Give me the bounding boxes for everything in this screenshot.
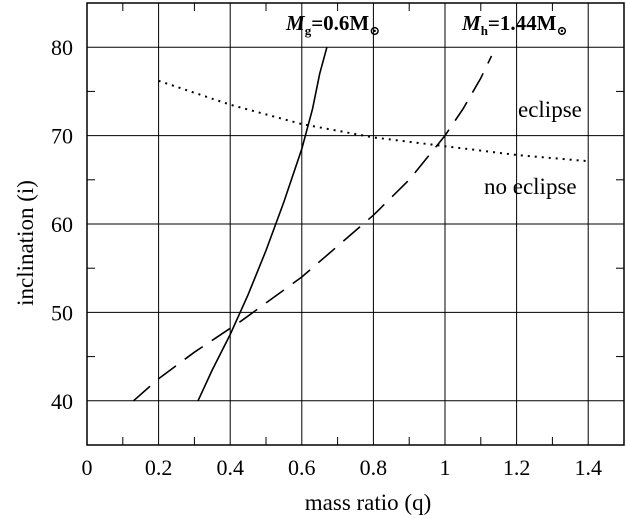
x-tick-label: 0.8 — [360, 455, 388, 480]
annotation-mg-value: =0.6M — [311, 11, 369, 35]
annotation-mg: Mg=0.6M⊙ — [285, 11, 380, 38]
plot-frame — [86, 2, 625, 446]
x-tick-label: 0 — [82, 455, 93, 480]
annotation-mg-symbol: ⊙ — [369, 23, 380, 38]
annotation-mh-value: =1.44M — [488, 11, 557, 35]
annotation-mg-prefix: M — [285, 11, 306, 35]
grid-lines — [86, 3, 624, 445]
y-tick-label: 40 — [51, 389, 73, 414]
annotation-mg-sub: g — [305, 23, 312, 38]
annotation-mh: Mh=1.44M⊙ — [461, 11, 567, 38]
x-tick-label: 0.2 — [145, 455, 173, 480]
annotation-mh-sub: h — [481, 23, 489, 38]
y-axis-title: inclination (i) — [13, 180, 38, 306]
series-lines — [132, 46, 589, 402]
annotation-mh-prefix: M — [461, 11, 482, 35]
y-tick-label: 80 — [51, 35, 73, 60]
x-tick-labels: 0 0.2 0.4 0.6 0.8 1 1.2 1.4 — [82, 455, 602, 480]
region-label-no-eclipse: no eclipse — [484, 174, 577, 199]
series-line-solid — [197, 46, 328, 402]
y-tick-label: 50 — [51, 300, 73, 325]
y-tick-label: 70 — [51, 124, 73, 149]
y-tick-label: 60 — [51, 212, 73, 237]
x-tick-label: 1 — [440, 455, 451, 480]
y-tick-labels: 40 50 60 70 80 — [51, 35, 73, 414]
x-tick-label: 1.2 — [503, 455, 531, 480]
annotation-mh-symbol: ⊙ — [556, 23, 567, 38]
x-tick-label: 1.4 — [574, 455, 602, 480]
x-tick-label: 0.4 — [216, 455, 244, 480]
region-label-eclipse: eclipse — [518, 97, 582, 122]
x-axis-title: mass ratio (q) — [305, 490, 431, 515]
x-tick-label: 0.6 — [288, 455, 316, 480]
series-line-dashed — [132, 55, 493, 402]
